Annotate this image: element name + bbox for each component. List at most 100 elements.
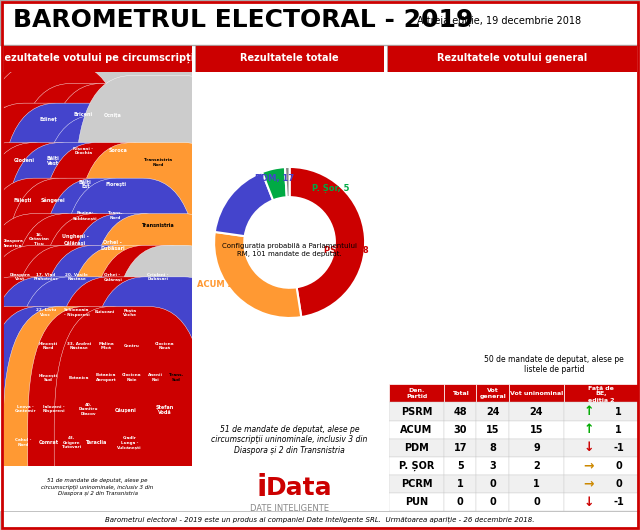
Text: Orhei - 
Călărași: Orhei - Călărași — [103, 272, 122, 281]
Text: ↓: ↓ — [584, 496, 594, 509]
Text: ACUM: ACUM — [562, 257, 588, 266]
Text: PDM: PDM — [404, 443, 429, 453]
Text: Malina
Mică: Malina Mică — [99, 342, 114, 350]
Text: ACUM: ACUM — [397, 257, 422, 266]
Bar — [509, 402, 564, 421]
FancyBboxPatch shape — [0, 64, 126, 336]
Text: 17. Vlad
Plahotniuc: 17. Vlad Plahotniuc — [33, 272, 58, 281]
Text: PSRM: PSRM — [604, 84, 628, 93]
Text: PSRM: PSRM — [521, 188, 546, 197]
Text: Buiucani: Buiucani — [95, 311, 115, 314]
Text: ACUM: ACUM — [479, 222, 505, 231]
Text: ↓: ↓ — [584, 441, 594, 454]
Text: Barometrul electoral - 2019 este un produs al companiei Date Inteligente SRL.  U: Barometrul electoral - 2019 este un prod… — [105, 517, 535, 523]
Text: 33. Andrei
Năstase: 33. Andrei Năstase — [67, 342, 91, 350]
Text: Transnistria: Transnistria — [141, 223, 174, 228]
Text: 51 de mandate de deputat, alese pe
circumscripții uninominale, inclusiv 3 din
Di: 51 de mandate de deputat, alese pe circu… — [211, 425, 368, 455]
FancyBboxPatch shape — [9, 214, 148, 478]
Text: PSRM: PSRM — [604, 188, 628, 197]
Text: PSRM: PSRM — [480, 188, 505, 197]
FancyBboxPatch shape — [13, 14, 154, 285]
Text: 1: 1 — [533, 479, 540, 489]
Text: 0: 0 — [533, 497, 540, 507]
Bar — [444, 493, 476, 511]
Text: 50 de mandate de deputat, alese pe
listele de partid: 50 de mandate de deputat, alese pe liste… — [484, 355, 624, 374]
Bar — [564, 439, 639, 457]
Text: 30: 30 — [454, 425, 467, 435]
Text: 16.
Octavian
Ticu: 16. Octavian Ticu — [29, 233, 49, 246]
Text: P. ȘOR: P. ȘOR — [399, 461, 435, 471]
Text: PSRM: PSRM — [604, 153, 628, 162]
Text: 1: 1 — [616, 425, 622, 435]
Text: Configurația probabilă a Parlamentului
RM, 101 mandate de deputat.: Configurația probabilă a Parlamentului R… — [222, 243, 357, 257]
FancyBboxPatch shape — [88, 214, 241, 478]
Text: 1: 1 — [616, 407, 622, 417]
Text: Comrat: Comrat — [38, 440, 59, 445]
FancyBboxPatch shape — [63, 214, 200, 478]
Text: ACUM: ACUM — [438, 222, 464, 231]
Text: P. Șor: P. Șor — [439, 360, 463, 369]
Text: PSRM: PSRM — [480, 84, 505, 93]
Bar — [444, 457, 476, 475]
Text: 22. Liviu
Vovc: 22. Liviu Vovc — [36, 308, 56, 317]
Wedge shape — [285, 167, 290, 197]
Text: PSRM: PSRM — [563, 84, 588, 93]
Text: Bălți
Vest: Bălți Vest — [47, 155, 60, 166]
Text: PSRM: PSRM — [401, 407, 432, 417]
Text: PSRM: PSRM — [521, 153, 546, 162]
Bar — [389, 457, 444, 475]
Bar — [444, 402, 476, 421]
FancyBboxPatch shape — [0, 143, 115, 411]
Text: PSRM: PSRM — [438, 188, 463, 197]
Text: P. Șor: P. Șor — [397, 360, 422, 369]
Text: Ștefan
Vodă: Ștefan Vodă — [156, 404, 173, 414]
Text: Trans.
Nord: Trans. Nord — [108, 211, 123, 220]
Text: PDM: PDM — [606, 291, 626, 300]
Bar — [389, 402, 444, 421]
Text: PUN: PUN — [405, 497, 428, 507]
Bar — [476, 457, 509, 475]
Text: Clocicna
Nouă: Clocicna Nouă — [155, 342, 174, 350]
Text: →: → — [584, 478, 594, 491]
Wedge shape — [215, 172, 273, 236]
Text: 0: 0 — [457, 497, 463, 507]
Text: Briceni: Briceni — [74, 112, 93, 118]
Text: Vot
general: Vot general — [479, 388, 506, 399]
Text: Cahul -
Nord: Cahul - Nord — [15, 438, 31, 447]
FancyBboxPatch shape — [0, 306, 94, 530]
Text: →: → — [584, 460, 594, 473]
Text: Total: Total — [452, 391, 468, 396]
Text: PSRM, 48: PSRM, 48 — [324, 245, 369, 254]
Text: PSRM: PSRM — [397, 84, 422, 93]
Bar — [389, 475, 444, 493]
FancyBboxPatch shape — [3, 306, 139, 530]
Bar — [476, 475, 509, 493]
Text: PSRM: PSRM — [521, 84, 546, 93]
Text: Botanica
Aeroport: Botanica Aeroport — [96, 373, 116, 382]
FancyBboxPatch shape — [39, 178, 172, 447]
Wedge shape — [214, 232, 301, 318]
Text: ACUM: ACUM — [479, 291, 505, 300]
FancyBboxPatch shape — [0, 277, 96, 530]
FancyBboxPatch shape — [0, 103, 150, 376]
FancyBboxPatch shape — [0, 143, 88, 411]
Text: ACUM 30: ACUM 30 — [197, 279, 239, 288]
FancyBboxPatch shape — [0, 103, 111, 376]
Text: 0: 0 — [616, 461, 622, 471]
FancyBboxPatch shape — [0, 0, 122, 257]
Text: PSRM: PSRM — [397, 153, 422, 162]
FancyBboxPatch shape — [0, 306, 115, 530]
Text: Hîncești
Sud: Hîncești Sud — [39, 373, 58, 382]
Text: BAROMETRUL ELECTORAL - 2019: BAROMETRUL ELECTORAL - 2019 — [13, 8, 474, 32]
Text: Bălți
Est: Bălți Est — [79, 179, 92, 190]
Text: Trans.
Sud: Trans. Sud — [169, 373, 183, 382]
Bar — [509, 439, 564, 457]
Text: Ungheni -
Călărași: Ungheni - Călărași — [61, 234, 88, 245]
Text: Botanica: Botanica — [68, 376, 89, 379]
Text: 3: 3 — [490, 461, 496, 471]
FancyBboxPatch shape — [13, 277, 164, 530]
FancyBboxPatch shape — [45, 52, 186, 316]
Text: 1: 1 — [457, 479, 463, 489]
Text: Sângerei: Sângerei — [41, 197, 65, 202]
Bar — [564, 493, 639, 511]
